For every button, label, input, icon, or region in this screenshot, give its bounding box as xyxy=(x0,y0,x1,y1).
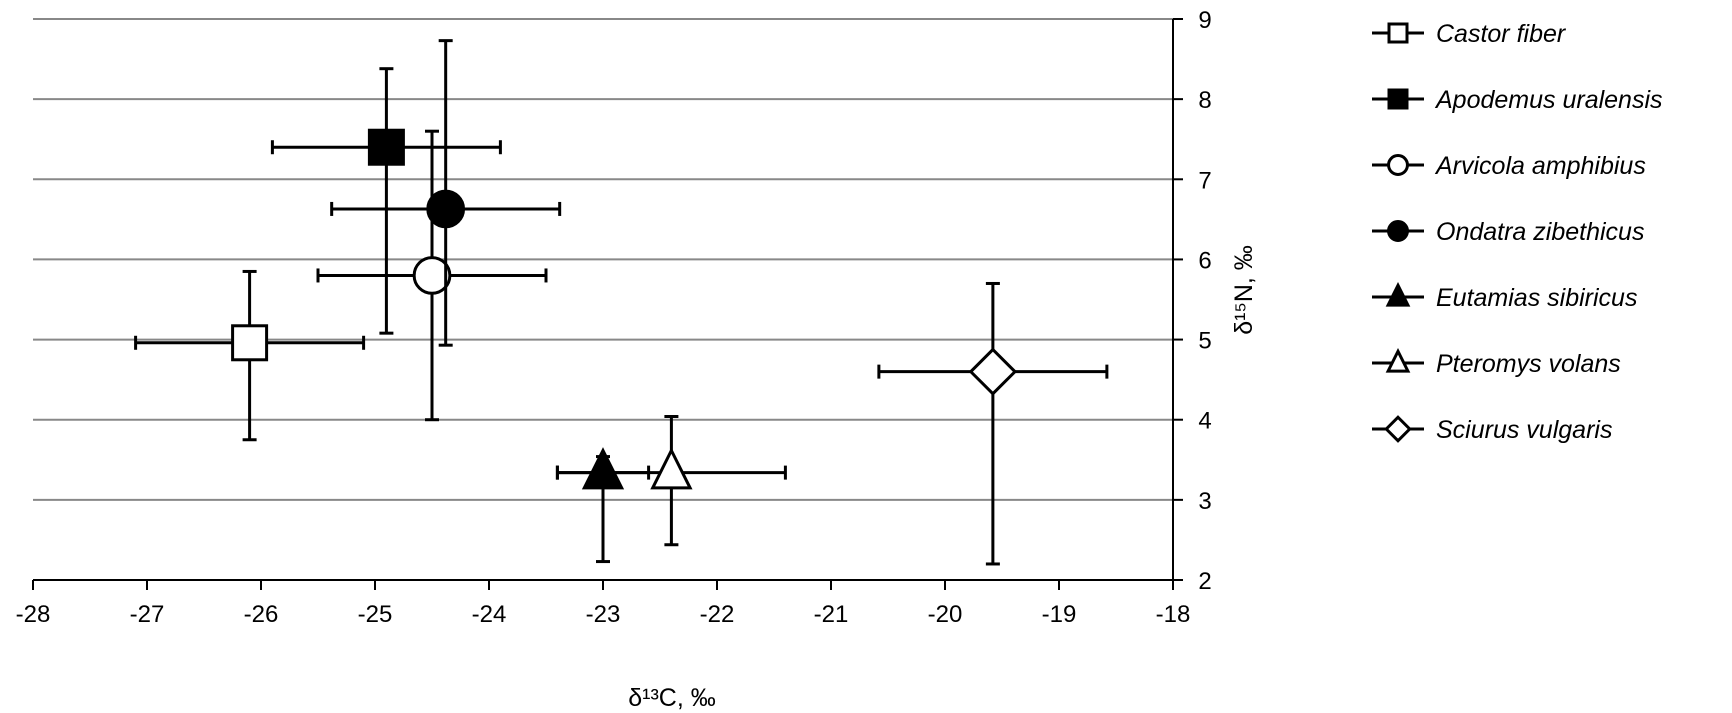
legend-item: Ondatra zibethicus xyxy=(1372,218,1644,246)
x-tick-label: -21 xyxy=(814,601,849,628)
circle-marker xyxy=(1387,220,1409,242)
circle-marker xyxy=(1387,154,1409,176)
square-marker xyxy=(367,128,405,166)
triangle-marker xyxy=(581,447,625,490)
legend-item: Castor fiber xyxy=(1372,20,1567,48)
x-tick-label: -26 xyxy=(244,601,279,628)
circle-marker xyxy=(412,256,452,295)
y-tick-label: 7 xyxy=(1198,167,1211,194)
diamond-marker xyxy=(1384,415,1412,443)
data-point-sciurus-vulgaris xyxy=(877,281,1109,566)
legend-label: Eutamias sibiricus xyxy=(1436,284,1637,312)
diamond-marker xyxy=(968,347,1018,396)
circle-marker xyxy=(426,189,466,229)
data-point-arvicola-amphibius xyxy=(316,129,548,422)
legend-label: Arvicola amphibius xyxy=(1434,152,1646,180)
legend: Castor fiber Apodemus uralensis Arvicola a… xyxy=(1372,20,1663,444)
data-point-eutamias-sibiricus xyxy=(555,447,651,564)
x-axis-label: δ¹³C, ‰ xyxy=(628,684,716,712)
x-tick-label: -22 xyxy=(700,601,735,628)
square-marker xyxy=(1387,88,1409,110)
legend-item: Eutamias sibiricus xyxy=(1372,281,1637,312)
y-tick-label: 2 xyxy=(1198,568,1211,595)
x-tick-label: -25 xyxy=(358,601,393,628)
x-tick-label: -18 xyxy=(1156,601,1191,628)
legend-item: Pteromys volans xyxy=(1372,347,1621,378)
y-tick-label: 9 xyxy=(1198,7,1211,34)
legend-label: Sciurus vulgaris xyxy=(1436,416,1612,444)
x-tick-label: -24 xyxy=(472,601,507,628)
data-point-pteromys-volans xyxy=(555,415,787,547)
data-point-apodemus-uralensis xyxy=(270,67,502,335)
y-tick-label: 5 xyxy=(1198,328,1211,355)
axes: 2 3 4 5 6 7 8 9 -28 -27 -26 -25 -24 -23 -22 -21 -20 -19 -1… xyxy=(16,7,1212,628)
legend-label: Ondatra zibethicus xyxy=(1436,218,1644,246)
gridlines xyxy=(33,18,1173,501)
triangle-marker xyxy=(1385,347,1411,373)
legend-item: Apodemus uralensis xyxy=(1372,86,1663,114)
x-tick-label: -28 xyxy=(16,601,51,628)
data-point-castor-fiber xyxy=(134,269,366,442)
square-marker xyxy=(231,324,269,362)
data-points xyxy=(134,39,1109,566)
x-tick-label: -27 xyxy=(130,601,165,628)
legend-label: Apodemus uralensis xyxy=(1434,86,1663,114)
legend-item: Sciurus vulgaris xyxy=(1372,415,1612,444)
y-axis-label: δ¹⁵N, ‰ xyxy=(1230,245,1258,335)
x-tick-label: -19 xyxy=(1042,601,1077,628)
legend-label: Castor fiber xyxy=(1436,20,1567,48)
square-marker xyxy=(1387,22,1409,44)
y-tick-label: 4 xyxy=(1198,408,1211,435)
data-point-ondatra-zibethicus xyxy=(330,39,562,347)
y-tick-label: 3 xyxy=(1198,488,1211,515)
x-tick-label: -23 xyxy=(586,601,621,628)
x-tick-label: -20 xyxy=(928,601,963,628)
y-tick-label: 6 xyxy=(1198,247,1211,274)
triangle-marker xyxy=(1385,281,1411,307)
triangle-marker xyxy=(650,447,693,490)
legend-label: Pteromys volans xyxy=(1436,350,1621,378)
y-tick-label: 8 xyxy=(1198,87,1211,114)
legend-item: Arvicola amphibius xyxy=(1372,152,1646,180)
